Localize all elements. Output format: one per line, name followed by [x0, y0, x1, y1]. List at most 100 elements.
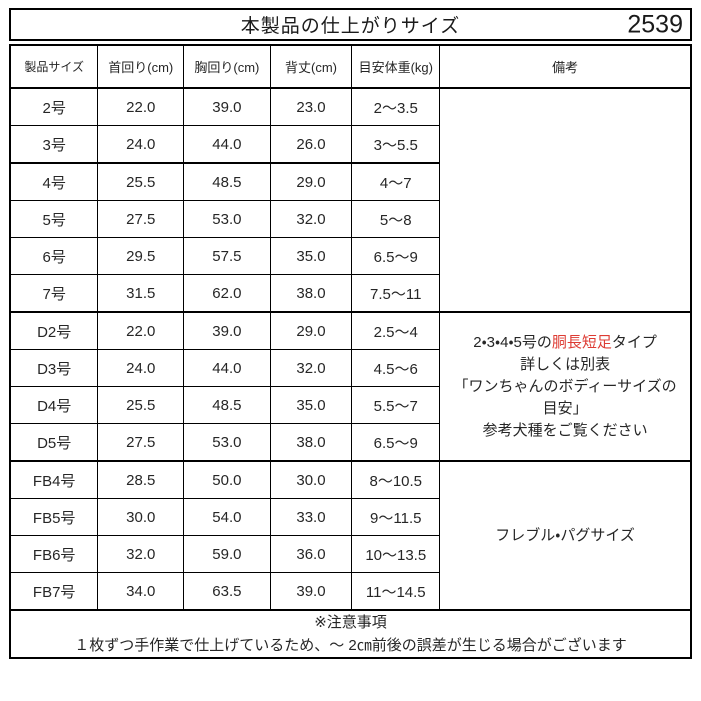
cell-back: 38.0 [269, 274, 353, 313]
cell-size: 5号 [9, 200, 99, 238]
title-bar: 本製品の仕上がりサイズ 2539 [9, 8, 692, 41]
cell-weight: 4.5～6 [351, 349, 441, 387]
cell-chest: 48.5 [183, 386, 271, 424]
footer-note-cell: ※注意事項 １枚ずつ手作業で仕上げているため、～ 2㎝前後の誤差が生じる場合がご… [9, 609, 692, 659]
cell-chest: 63.5 [183, 572, 271, 611]
cell-chest: 44.0 [183, 349, 271, 387]
cell-chest: 50.0 [183, 460, 271, 499]
cell-size: FB7号 [9, 572, 99, 611]
footer-note-title: ※注意事項 [314, 614, 387, 631]
cell-neck: 30.0 [97, 498, 185, 536]
table-row-d3: D3号 24.0 44.0 32.0 4.5～6 [9, 349, 691, 387]
cell-chest: 48.5 [183, 162, 271, 201]
cell-size: FB5号 [9, 498, 99, 536]
cell-chest: 59.0 [183, 535, 271, 573]
cell-size: FB6号 [9, 535, 99, 573]
cell-size: D5号 [9, 423, 99, 462]
cell-size: 2号 [9, 87, 99, 126]
cell-weight: 6.5～9 [351, 423, 441, 462]
cell-back: 36.0 [269, 535, 353, 573]
cell-neck: 27.5 [97, 200, 185, 238]
cell-size: 7号 [9, 274, 99, 313]
table-row-6: 6号 29.5 57.5 35.0 6.5～9 [9, 237, 691, 275]
cell-chest: 62.0 [183, 274, 271, 313]
table-row-3: 3号 24.0 44.0 26.0 3～5.5 [9, 125, 691, 164]
cell-back: 29.0 [269, 162, 353, 201]
col-header-neck: 首回り(cm) [97, 44, 185, 89]
cell-back: 38.0 [269, 423, 353, 462]
cell-back: 23.0 [269, 87, 353, 126]
cell-weight: 2.5～4 [351, 311, 441, 350]
cell-neck: 22.0 [97, 311, 185, 350]
table-row-4: 4号 25.5 48.5 29.0 4～7 [9, 162, 691, 201]
size-table: 製品サイズ 首回り(cm) 胸回り(cm) 背丈(cm) 目安体重(kg) 備考… [9, 44, 692, 659]
cell-size: FB4号 [9, 460, 99, 499]
cell-back: 35.0 [269, 237, 353, 275]
cell-chest: 39.0 [183, 311, 271, 350]
cell-neck: 31.5 [97, 274, 185, 313]
cell-neck: 22.0 [97, 87, 185, 126]
cell-weight: 8～10.5 [351, 460, 441, 499]
cell-back: 35.0 [269, 386, 353, 424]
remarks-d-type: 2・3・4・5号の胴長短足タイプ 詳しくは別表 「ワンちゃんのボディーサイズの目… [439, 311, 692, 462]
cell-weight: 11～14.5 [351, 572, 441, 611]
highlighted-text: 胴長短足 [551, 333, 612, 351]
cell-neck: 25.5 [97, 162, 185, 201]
cell-back: 32.0 [269, 200, 353, 238]
cell-back: 26.0 [269, 125, 353, 164]
cell-weight: 4～7 [351, 162, 441, 201]
cell-weight: 2～3.5 [351, 87, 441, 126]
header-row: 製品サイズ 首回り(cm) 胸回り(cm) 背丈(cm) 目安体重(kg) 備考 [9, 44, 692, 89]
col-header-product-size: 製品サイズ [9, 44, 99, 89]
cell-size: D3号 [9, 349, 99, 387]
remarks-d-line4: 参考犬種をご覧ください [482, 421, 648, 439]
table-row-2: 2号 22.0 39.0 23.0 2～3.5 [9, 87, 692, 313]
cell-weight: 10～13.5 [351, 535, 441, 573]
cell-size: D2号 [9, 311, 99, 350]
cell-weight: 3～5.5 [351, 125, 441, 164]
table-row-fb7: FB7号 34.0 63.5 39.0 11～14.5 [9, 572, 691, 611]
cell-neck: 34.0 [97, 572, 185, 611]
cell-back: 33.0 [269, 498, 353, 536]
remarks-fb-type: フレブル・パグサイズ [439, 460, 692, 611]
cell-chest: 53.0 [183, 200, 271, 238]
cell-back: 29.0 [269, 311, 353, 350]
cell-neck: 24.0 [97, 349, 185, 387]
col-header-back-length: 背丈(cm) [269, 44, 353, 89]
cell-weight: 7.5～11 [351, 274, 441, 313]
remarks-standard [439, 87, 692, 313]
cell-chest: 57.5 [183, 237, 271, 275]
cell-size: 6号 [9, 237, 99, 275]
cell-weight: 5～8 [351, 200, 441, 238]
cell-neck: 25.5 [97, 386, 185, 424]
cell-chest: 53.0 [183, 423, 271, 462]
table-row-5: 5号 27.5 53.0 32.0 5～8 [9, 200, 691, 238]
table-row-d2: D2号 22.0 39.0 29.0 2.5～4 2・3・4・5号の胴長短足タイ… [9, 311, 692, 462]
product-code: 2539 [627, 10, 683, 38]
table-row-d4: D4号 25.5 48.5 35.0 5.5～7 [9, 386, 691, 424]
table-row-7: 7号 31.5 62.0 38.0 7.5～11 [9, 274, 691, 313]
table-row-fb5: FB5号 30.0 54.0 33.0 9～11.5 [9, 498, 691, 536]
cell-back: 30.0 [269, 460, 353, 499]
col-header-chest: 胸回り(cm) [183, 44, 271, 89]
cell-back: 39.0 [269, 572, 353, 611]
footer-note-body: １枚ずつ手作業で仕上げているため、～ 2㎝前後の誤差が生じる場合がございます [74, 637, 627, 654]
page-title: 本製品の仕上がりサイズ [240, 16, 461, 37]
cell-back: 32.0 [269, 349, 353, 387]
remarks-d-line1: 2・3・4・5号の胴長短足タイプ [473, 333, 657, 351]
cell-size: 3号 [9, 125, 99, 164]
cell-chest: 44.0 [183, 125, 271, 164]
cell-neck: 29.5 [97, 237, 185, 275]
col-header-weight: 目安体重(kg) [351, 44, 441, 89]
cell-size: 4号 [9, 162, 99, 201]
cell-neck: 24.0 [97, 125, 185, 164]
table-row-fb4: FB4号 28.5 50.0 30.0 8～10.5 フレブル・パグサイズ [9, 460, 692, 611]
cell-weight: 6.5～9 [351, 237, 441, 275]
col-header-remarks: 備考 [439, 44, 692, 89]
cell-weight: 9～11.5 [351, 498, 441, 536]
cell-chest: 39.0 [183, 87, 271, 126]
cell-weight: 5.5～7 [351, 386, 441, 424]
cell-chest: 54.0 [183, 498, 271, 536]
remarks-d-line2: 詳しくは別表 [520, 355, 611, 373]
table-row-fb6: FB6号 32.0 59.0 36.0 10～13.5 [9, 535, 691, 573]
